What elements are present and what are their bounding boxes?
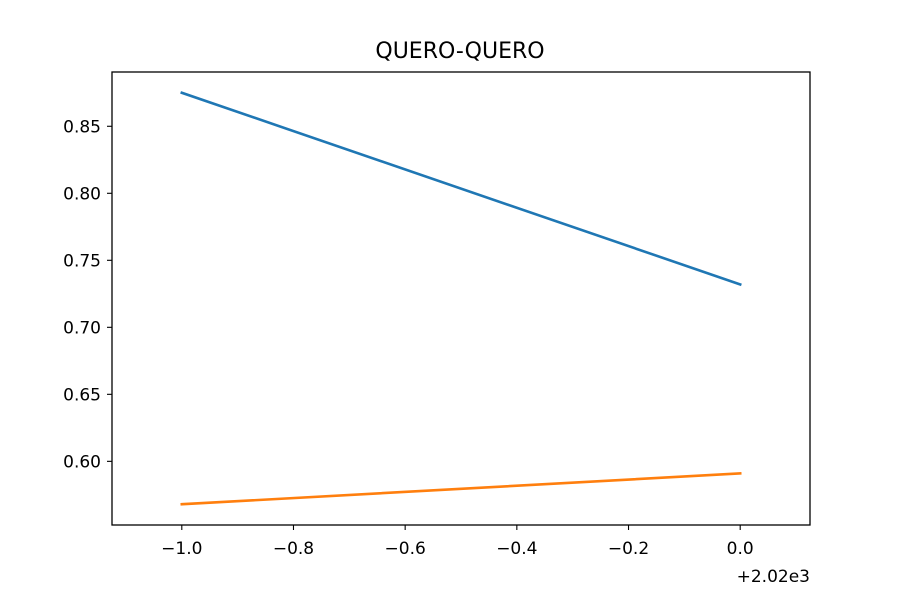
plot-frame [111, 71, 811, 526]
x-offset-label: +2.02e3 [737, 567, 810, 587]
axes-layer: −1.0 −0.8 −0.6 −0.4 −0.2 0.0 0.60 0.65 0.70 0.75 0… [63, 71, 811, 559]
x-tick-label: −0.4 [496, 539, 537, 559]
y-tick-label: 0.85 [63, 117, 101, 137]
x-tick-label: 0.0 [727, 539, 754, 559]
y-tick-label: 0.70 [63, 318, 101, 338]
x-tick-label: −0.6 [385, 539, 426, 559]
x-tick-label: −0.2 [608, 539, 649, 559]
y-tick-label: 0.75 [63, 251, 101, 271]
chart-title: QUERO-QUERO [375, 39, 544, 64]
x-tick-label: −0.8 [273, 539, 314, 559]
y-tick-label: 0.80 [63, 184, 101, 204]
series-line-1 [180, 91, 742, 287]
series-layer [180, 91, 742, 506]
y-tick-label: 0.65 [63, 385, 101, 405]
x-tick-label: −1.0 [161, 539, 202, 559]
series-line-2 [180, 472, 742, 506]
y-tick-label: 0.60 [63, 452, 101, 472]
